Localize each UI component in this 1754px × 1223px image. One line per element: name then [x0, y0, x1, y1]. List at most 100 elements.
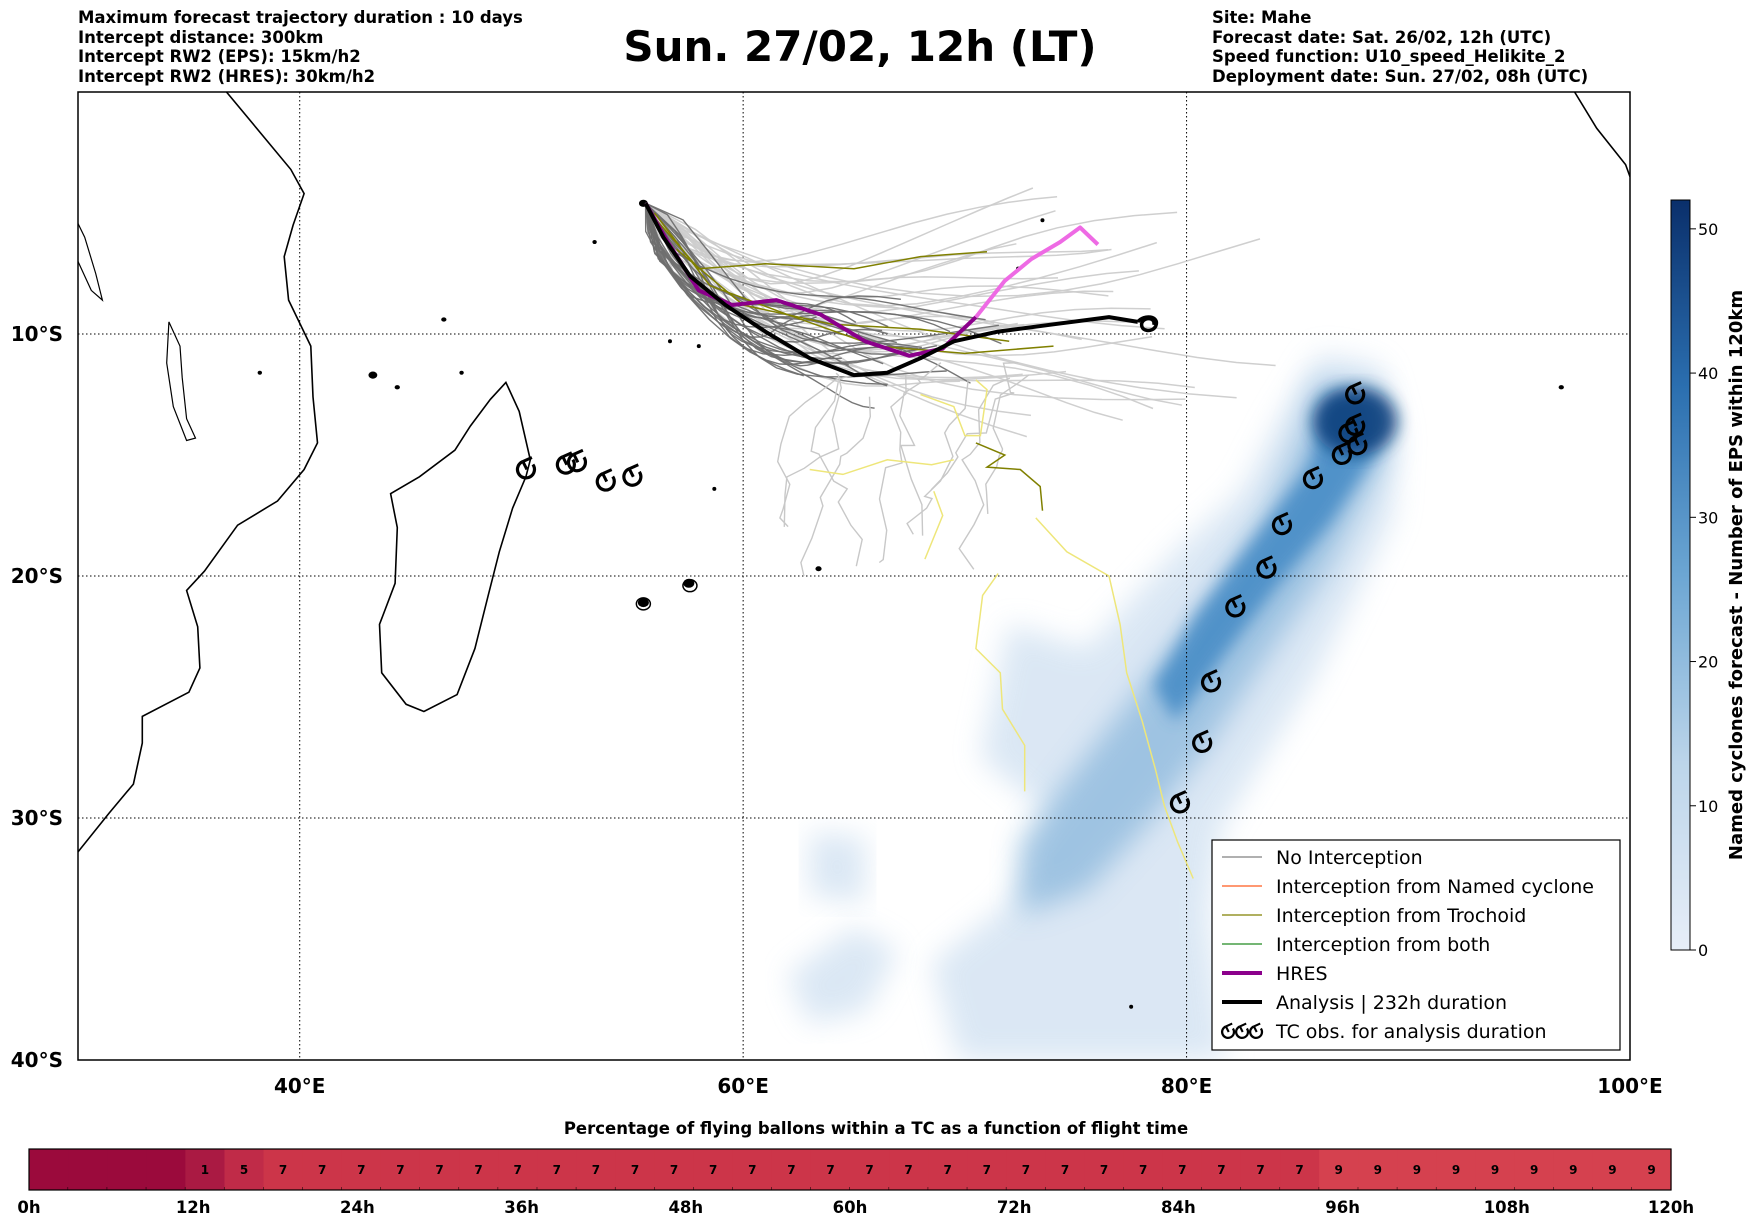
- lon-tick-label: 80°E: [1161, 1074, 1213, 1098]
- flight-time-cell-value: 7: [748, 1163, 756, 1177]
- flight-time-cell: [850, 1149, 890, 1190]
- flight-time-cell: [576, 1149, 617, 1190]
- flight-time-cell-value: 7: [474, 1163, 482, 1177]
- colorbar-label: Named cyclones forecast - Number of EPS …: [1726, 290, 1747, 860]
- flight-time-cell-value: 7: [396, 1163, 404, 1177]
- island: [1129, 1004, 1134, 1009]
- ensemble-member: [878, 374, 907, 564]
- param-duration: Maximum forecast trajectory duration : 1…: [78, 8, 523, 27]
- island: [394, 385, 400, 390]
- flight-time-cell: [224, 1149, 265, 1190]
- lat-tick-label: 40°S: [11, 1048, 63, 1072]
- ensemble-trajectories: [644, 187, 1276, 879]
- cyclone-icon: [566, 448, 588, 473]
- flight-time-cell-value: 9: [1569, 1163, 1577, 1177]
- flight-time-cell-value: 9: [1374, 1163, 1382, 1177]
- ensemble-member: [644, 202, 1178, 283]
- colorbar-tick-label: 20: [1698, 653, 1718, 672]
- flight-time-hour-label: 0h: [17, 1198, 40, 1217]
- flight-time-cell: [1592, 1149, 1633, 1190]
- flight-time-cell: [1436, 1149, 1477, 1190]
- colorbar-tick-label: 40: [1698, 364, 1718, 383]
- flight-time-cell: [1162, 1149, 1203, 1190]
- flight-time-cell-value: 7: [435, 1163, 443, 1177]
- island: [667, 339, 672, 344]
- ensemble-member: [645, 202, 1158, 307]
- ensemble-member: [644, 203, 901, 320]
- cyclone-icon: [1271, 511, 1293, 536]
- legend-label: No Interception: [1276, 847, 1423, 869]
- ensemble-member: [645, 202, 1114, 326]
- flight-time-cell: [889, 1149, 929, 1190]
- map-frame: [77, 91, 1631, 1061]
- forecast-info: Site: Mahe Forecast date: Sat. 26/02, 12…: [1212, 8, 1588, 86]
- flight-time-cell: [459, 1149, 499, 1190]
- island: [637, 598, 649, 608]
- flight-time-cell-value: 9: [1452, 1163, 1460, 1177]
- legend-box: [1211, 839, 1621, 1051]
- cyclone-icon: [1302, 465, 1324, 490]
- ensemble-member: [645, 202, 1112, 266]
- flight-time-cell: [302, 1149, 343, 1190]
- ensemble-member: [958, 377, 1011, 570]
- colorbar-gradient: [1670, 199, 1691, 951]
- ensemble-member: [645, 202, 902, 364]
- coast-lake-malawi: [166, 321, 197, 442]
- param-intercept-distance: Intercept distance: 300km: [78, 27, 324, 47]
- info-forecast-date: Forecast date: Sat. 26/02, 12h (UTC): [1212, 27, 1552, 47]
- analysis-track: [643, 202, 1139, 378]
- island: [592, 240, 597, 245]
- flight-time-cell: [615, 1149, 656, 1190]
- axis-tick-labels: 40°E 60°E 80°E 100°E 10°S 20°S 30°S 40°S: [11, 322, 1663, 1098]
- flight-time-hour-label: 48h: [668, 1198, 703, 1217]
- flight-time-hour-label: 84h: [1161, 1198, 1196, 1217]
- flight-time-cell-value: 7: [787, 1163, 795, 1177]
- flight-time-cell: [1240, 1149, 1281, 1190]
- flight-time-cell-value: 9: [1647, 1163, 1655, 1177]
- flight-time-cell-value: 1: [201, 1163, 209, 1177]
- cyclone-icon: [1225, 594, 1246, 618]
- flight-time-cell-value: 7: [318, 1163, 326, 1177]
- island: [1558, 385, 1564, 390]
- flight-time-bar: Percentage of flying ballons within a TC…: [17, 1119, 1694, 1217]
- flight-time-cell-value: 9: [1530, 1163, 1538, 1177]
- flight-time-cell: [1280, 1149, 1320, 1190]
- legend-label: Analysis | 232h duration: [1276, 992, 1507, 1014]
- flight-time-cell: [1397, 1149, 1438, 1190]
- info-deployment-date: Deployment date: Sun. 27/02, 08h (UTC): [1212, 66, 1589, 86]
- flight-time-cell: [732, 1149, 773, 1190]
- flight-time-cell: [1084, 1149, 1125, 1190]
- flight-time-hour-label: 120h: [1648, 1198, 1694, 1217]
- flight-time-cell-value: 7: [1139, 1163, 1147, 1177]
- density-region: [787, 926, 899, 1024]
- cyclone-icon: [555, 451, 576, 475]
- density-region: [809, 832, 866, 903]
- flight-time-cell-value: 9: [1413, 1163, 1421, 1177]
- flight-time-cell-value: 5: [240, 1163, 248, 1177]
- lon-tick-label: 100°E: [1597, 1074, 1662, 1098]
- cyclone-icon: [622, 463, 643, 487]
- ensemble-member: [776, 374, 852, 528]
- map-area: [78, 92, 1630, 1060]
- cyclone-icon: [1201, 669, 1222, 693]
- ensemble-member: [906, 379, 969, 535]
- coast-sumatra: [1573, 92, 1630, 177]
- flight-time-cell-value: 7: [826, 1163, 834, 1177]
- light-trajectory: [924, 491, 944, 560]
- flight-time-cell: [1006, 1149, 1047, 1190]
- flight-time-bar-frame: [28, 1148, 1672, 1191]
- lat-tick-label: 30°S: [11, 806, 63, 830]
- colorbar: 0 10 20 30 40 50 Named cyclones forecast - Nu…: [1670, 199, 1747, 960]
- flight-time-cell: [380, 1149, 421, 1190]
- cyclone-icon: [1331, 441, 1352, 466]
- island: [1040, 218, 1045, 223]
- flight-time-cell-value: 9: [1608, 1163, 1616, 1177]
- light-trajectory: [920, 379, 988, 437]
- flight-time-hour-label: 24h: [340, 1198, 375, 1217]
- flight-time-cell-value: 7: [1100, 1163, 1108, 1177]
- ensemble-member: [930, 362, 1019, 491]
- ensemble-member: [644, 203, 817, 338]
- cyclone-icon: [1345, 412, 1366, 437]
- legend-label: HRES: [1276, 963, 1328, 985]
